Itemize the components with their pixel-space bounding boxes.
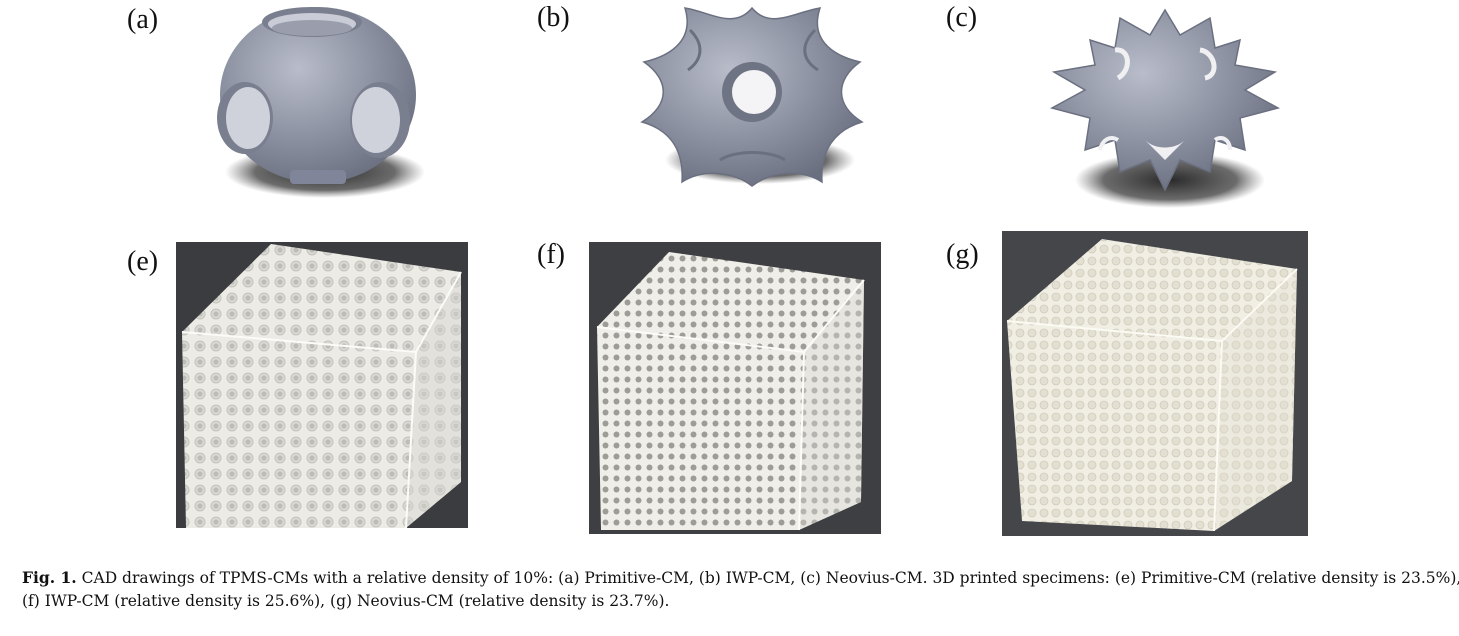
- panel-label-f: (f): [537, 239, 565, 270]
- panel-label-e: (e): [127, 246, 159, 277]
- iwp-cad-render: [640, 6, 864, 187]
- caption-line-1: Fig. 1. CAD drawings of TPMS-CMs with a …: [22, 566, 1459, 590]
- caption-line-2: (f) IWP-CM (relative density is 25.6%), …: [22, 592, 670, 610]
- panel-label-g: (g): [946, 239, 979, 270]
- panel-label-a: (a): [127, 4, 159, 35]
- primitive-specimen-photo: [176, 242, 468, 528]
- panel-label-b: (b): [537, 2, 570, 33]
- figure-caption: Fig. 1. CAD drawings of TPMS-CMs with a …: [22, 566, 1459, 613]
- panel-label-c: (c): [946, 2, 978, 33]
- caption-text-1: CAD drawings of TPMS-CMs with a relative…: [76, 569, 1459, 587]
- neovius-cad-render: [1049, 8, 1281, 208]
- neovius-specimen-photo: [1002, 231, 1308, 536]
- iwp-specimen-photo: [589, 242, 881, 534]
- caption-figure-number: Fig. 1.: [22, 568, 77, 587]
- primitive-cad-render: [217, 7, 425, 198]
